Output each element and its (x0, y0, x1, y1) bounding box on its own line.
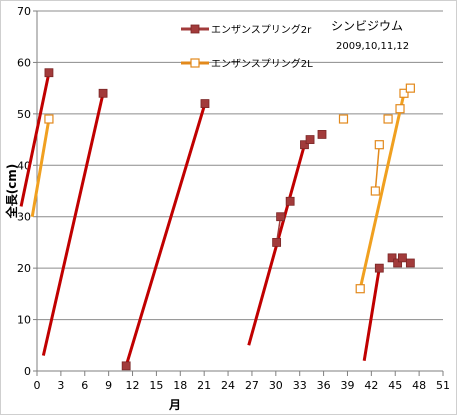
x-tick-label: 12 (126, 379, 140, 392)
data-point-series-1 (276, 212, 286, 222)
y-axis-title: 全長(cm) (4, 164, 19, 220)
trendline (19, 72, 51, 207)
x-tick-label: 33 (293, 379, 307, 392)
data-point-series-1 (300, 140, 309, 150)
x-tick-label: 15 (149, 379, 163, 392)
x-tick-label: 6 (81, 379, 88, 392)
y-tick-label: 70 (17, 5, 31, 18)
trendline (124, 103, 207, 367)
x-tick-label: 27 (245, 379, 259, 392)
data-point-series-1 (374, 263, 384, 273)
data-point-series-2 (374, 140, 384, 150)
y-tick-label: 60 (17, 56, 31, 69)
y-tick-label: 0 (24, 365, 31, 378)
data-point-series-2 (355, 284, 365, 294)
legend-label-series-2: エンザンスプリング2L (211, 57, 313, 70)
data-point-series-1 (397, 253, 407, 263)
trendline (41, 92, 105, 356)
x-tick-label: 36 (317, 379, 331, 392)
x-tick-label: 39 (340, 379, 354, 392)
gridlines (37, 10, 443, 321)
data-point-series-1 (98, 88, 108, 98)
legend-marker-series-1 (190, 24, 200, 34)
data-point-series-1 (387, 253, 397, 263)
data-point-series-1 (121, 361, 131, 371)
data-point-series-2 (338, 114, 349, 124)
data-point-series-1 (200, 99, 210, 108)
data-points (44, 68, 415, 371)
legend: エンザンスプリング2r エンザンスプリング2L (181, 23, 313, 70)
data-point-series-2 (383, 114, 393, 124)
data-point-series-2 (44, 114, 54, 124)
data-point-series-1 (285, 196, 295, 206)
trendline (358, 92, 406, 290)
data-point-series-1 (44, 68, 54, 78)
chart-subtitle: 2009,10,11,12 (336, 41, 409, 52)
y-tick-label: 20 (17, 262, 31, 275)
data-point-series-1 (393, 258, 403, 268)
x-tick-label: 3 (57, 379, 64, 392)
data-point-series-2 (405, 83, 415, 93)
legend-marker-series-2 (190, 58, 200, 68)
data-point-series-1 (305, 135, 315, 144)
trendline (362, 267, 381, 361)
x-tick-label: 45 (388, 379, 402, 392)
data-point-series-1 (405, 258, 415, 268)
chart-title: シンビジウム (331, 19, 403, 33)
data-point-series-2 (370, 186, 380, 196)
trendlines (19, 72, 406, 367)
data-point-series-2 (399, 88, 409, 98)
x-tick-label: 30 (269, 379, 283, 392)
x-tick-label: 21 (197, 379, 211, 392)
x-tick-label: 24 (221, 379, 235, 392)
x-tick-label: 18 (173, 379, 187, 392)
series-connector (374, 144, 381, 192)
x-tick-label: 9 (105, 379, 112, 392)
y-tick-label: 50 (17, 108, 31, 121)
data-point-series-2 (395, 104, 405, 114)
data-point-series-1 (272, 238, 282, 247)
x-tick-label: 51 (436, 379, 450, 392)
x-tick-label: 0 (34, 379, 41, 392)
x-tick-label: 48 (412, 379, 426, 392)
data-point-series-1 (317, 130, 327, 139)
x-axis-title: 月 (168, 398, 181, 412)
y-tick-label: 30 (17, 211, 31, 224)
y-tick-label: 10 (17, 314, 31, 327)
x-tick-label: 42 (364, 379, 378, 392)
legend-label-series-1: エンザンスプリング2r (211, 23, 312, 36)
trendline (30, 118, 51, 217)
